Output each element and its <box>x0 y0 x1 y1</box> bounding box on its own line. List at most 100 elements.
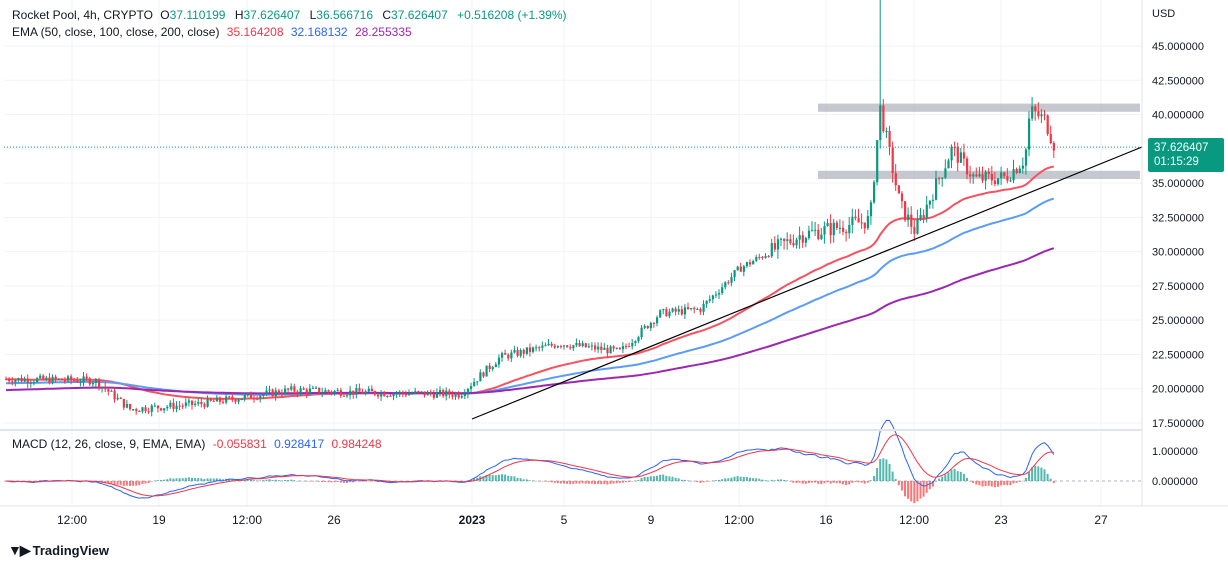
macd-histogram-bar <box>869 480 872 481</box>
macd-histogram-bar <box>308 481 311 482</box>
macd-histogram-bar <box>408 481 410 482</box>
macd-histogram-bar <box>814 481 817 483</box>
macd-histogram-bar <box>928 481 931 490</box>
candle-body <box>156 405 160 409</box>
candle-body <box>29 382 32 384</box>
candle-body <box>470 386 473 389</box>
macd-histogram-bar <box>1046 473 1049 481</box>
candle-body <box>907 214 910 221</box>
macd-histogram-bar <box>572 481 575 484</box>
macd-histogram-bar <box>621 481 624 483</box>
macd-histogram-bar <box>315 480 317 482</box>
candle-body <box>231 396 234 400</box>
candle-body <box>36 378 39 383</box>
candle-body <box>900 193 904 202</box>
candle-body <box>435 392 439 398</box>
candle-body <box>42 375 45 380</box>
time-tick-label: 12:00 <box>899 513 929 527</box>
ema100-value: 32.168132 <box>290 25 348 39</box>
macd-histogram-bar <box>817 481 820 484</box>
candle-body <box>395 393 398 395</box>
macd-histogram-bar <box>1031 467 1034 481</box>
macd-histogram-bar <box>755 478 758 481</box>
time-tick-label: 19 <box>152 513 166 527</box>
candle-body <box>683 307 687 315</box>
candle-body <box>876 140 879 183</box>
candle-body <box>504 353 507 355</box>
grid-lines <box>4 0 1142 506</box>
candle-body <box>702 303 705 312</box>
candle-body <box>187 400 191 403</box>
candle-body <box>175 405 178 410</box>
ema200-value: 28.255335 <box>354 25 412 39</box>
candle-body <box>473 382 476 387</box>
macd-histogram-bar <box>532 480 534 482</box>
price-tick-label: 40.000000 <box>1152 110 1204 122</box>
candle-body <box>826 223 829 227</box>
candle-body <box>116 397 119 400</box>
candle-body <box>829 223 832 236</box>
symbol-title[interactable]: Rocket Pool, 4h, CRYPTO <box>12 8 153 22</box>
time-tick-label: 5 <box>561 513 568 527</box>
macd-label[interactable]: MACD (12, 26, close, 9, EMA, EMA) <box>12 437 206 451</box>
macd-histogram-bar <box>693 481 696 482</box>
last-price: 37.626407 <box>1154 142 1209 154</box>
candle-body <box>938 178 941 180</box>
macd-histogram-bar <box>218 478 221 481</box>
candle-body <box>668 311 671 317</box>
macd-histogram-bar <box>739 476 742 481</box>
candle-body <box>150 405 153 412</box>
macd-histogram-bar <box>553 481 556 483</box>
macd-histogram-bar <box>848 481 851 485</box>
macd-histogram-bar <box>125 481 128 486</box>
macd-histogram-bar <box>959 471 962 481</box>
candlesticks <box>5 0 1055 417</box>
macd-histogram-bar <box>485 474 488 481</box>
candle-body <box>804 238 807 243</box>
macd-histogram-bar <box>544 481 547 482</box>
candle-body <box>163 408 166 411</box>
candle-body <box>798 235 801 240</box>
candle-body <box>556 346 559 348</box>
macd-histogram-bar <box>662 474 665 481</box>
symbol-header: Rocket Pool, 4h, CRYPTO O37.110199 H37.6… <box>12 8 573 22</box>
macd-histogram-bar <box>107 481 110 484</box>
macd-histogram-bar <box>569 481 572 485</box>
candle-body <box>628 346 631 348</box>
high-value: 37.626407 <box>243 8 301 22</box>
macd-histogram-bar <box>528 480 531 481</box>
macd-histogram-bar <box>566 481 569 484</box>
candle-body <box>677 309 680 312</box>
tradingview-logo[interactable]: ▼▶ TradingView <box>8 542 109 559</box>
candle-body <box>925 204 928 219</box>
tv-logo-icon: ▼▶ <box>8 542 31 558</box>
ema-label[interactable]: EMA (50, close, 100, close, 200, close) <box>12 25 220 39</box>
candle-body <box>389 395 392 397</box>
macd-histogram-bar <box>600 481 603 485</box>
candle-body <box>563 345 566 347</box>
candle-body <box>386 395 389 397</box>
macd-histogram-bar <box>215 478 218 481</box>
candle-body <box>711 295 714 300</box>
macd-histogram-bar <box>637 479 640 481</box>
macd-histogram-bar <box>556 481 559 484</box>
candle-body <box>553 345 556 348</box>
macd-histogram-bar <box>798 481 801 483</box>
candle-body <box>705 300 708 304</box>
candle-body <box>287 388 290 390</box>
candle-body <box>820 234 823 240</box>
candle-body <box>863 222 866 229</box>
macd-histogram-bar <box>714 480 717 481</box>
candle-body <box>454 393 457 397</box>
macd-histogram-bar <box>274 479 277 481</box>
candle-body <box>311 387 315 389</box>
candle-body <box>643 325 646 328</box>
price-zone <box>818 103 1140 112</box>
macd-histogram-bar <box>191 477 193 481</box>
candle-body <box>324 390 327 393</box>
macd-histogram-bar <box>404 481 407 482</box>
macd-histogram-bar <box>504 474 507 481</box>
macd-histogram-bar <box>1024 477 1027 481</box>
macd-histogram-bar <box>590 481 593 484</box>
